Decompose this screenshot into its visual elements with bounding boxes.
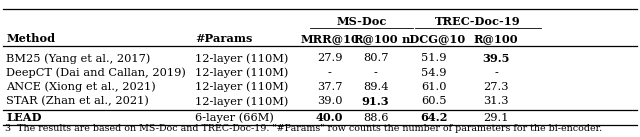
Text: TREC-Doc-19: TREC-Doc-19	[435, 16, 520, 27]
Text: 12-layer (110M): 12-layer (110M)	[195, 82, 289, 92]
Text: -: -	[374, 68, 378, 78]
Text: 3  The results are based on MS-Doc and TREC-Doc-19. "#Params" row counts the num: 3 The results are based on MS-Doc and TR…	[5, 124, 602, 133]
Text: 64.2: 64.2	[420, 112, 447, 123]
Text: 31.3: 31.3	[483, 96, 509, 106]
Text: R@100: R@100	[474, 33, 518, 44]
Text: R@100: R@100	[353, 33, 398, 44]
Text: 39.5: 39.5	[483, 53, 509, 64]
Text: 51.9: 51.9	[421, 53, 447, 63]
Text: 29.1: 29.1	[483, 113, 509, 123]
Text: 54.9: 54.9	[421, 68, 447, 78]
Text: 39.0: 39.0	[317, 96, 342, 106]
Text: -: -	[328, 68, 332, 78]
Text: 27.3: 27.3	[483, 82, 509, 92]
Text: MRR@10: MRR@10	[300, 33, 359, 44]
Text: 6-layer (66M): 6-layer (66M)	[195, 112, 274, 123]
Text: 12-layer (110M): 12-layer (110M)	[195, 96, 289, 107]
Text: 89.4: 89.4	[363, 82, 388, 92]
Text: 12-layer (110M): 12-layer (110M)	[195, 67, 289, 78]
Text: LEAD: LEAD	[6, 112, 42, 123]
Text: ANCE (Xiong et al., 2021): ANCE (Xiong et al., 2021)	[6, 82, 156, 92]
Text: Method: Method	[6, 33, 56, 44]
Text: STAR (Zhan et al., 2021): STAR (Zhan et al., 2021)	[6, 96, 149, 107]
Text: 80.7: 80.7	[363, 53, 388, 63]
Text: 27.9: 27.9	[317, 53, 342, 63]
Text: 91.3: 91.3	[362, 96, 390, 107]
Text: MS-Doc: MS-Doc	[337, 16, 387, 27]
Text: nDCG@10: nDCG@10	[402, 33, 466, 44]
Text: -: -	[494, 68, 498, 78]
Text: 60.5: 60.5	[421, 96, 447, 106]
Text: BM25 (Yang et al., 2017): BM25 (Yang et al., 2017)	[6, 53, 151, 64]
Text: 37.7: 37.7	[317, 82, 342, 92]
Text: 12-layer (110M): 12-layer (110M)	[195, 53, 289, 64]
Text: #Params: #Params	[195, 33, 253, 44]
Text: 40.0: 40.0	[316, 112, 343, 123]
Text: DeepCT (Dai and Callan, 2019): DeepCT (Dai and Callan, 2019)	[6, 67, 186, 78]
Text: 88.6: 88.6	[363, 113, 388, 123]
Text: 61.0: 61.0	[421, 82, 447, 92]
